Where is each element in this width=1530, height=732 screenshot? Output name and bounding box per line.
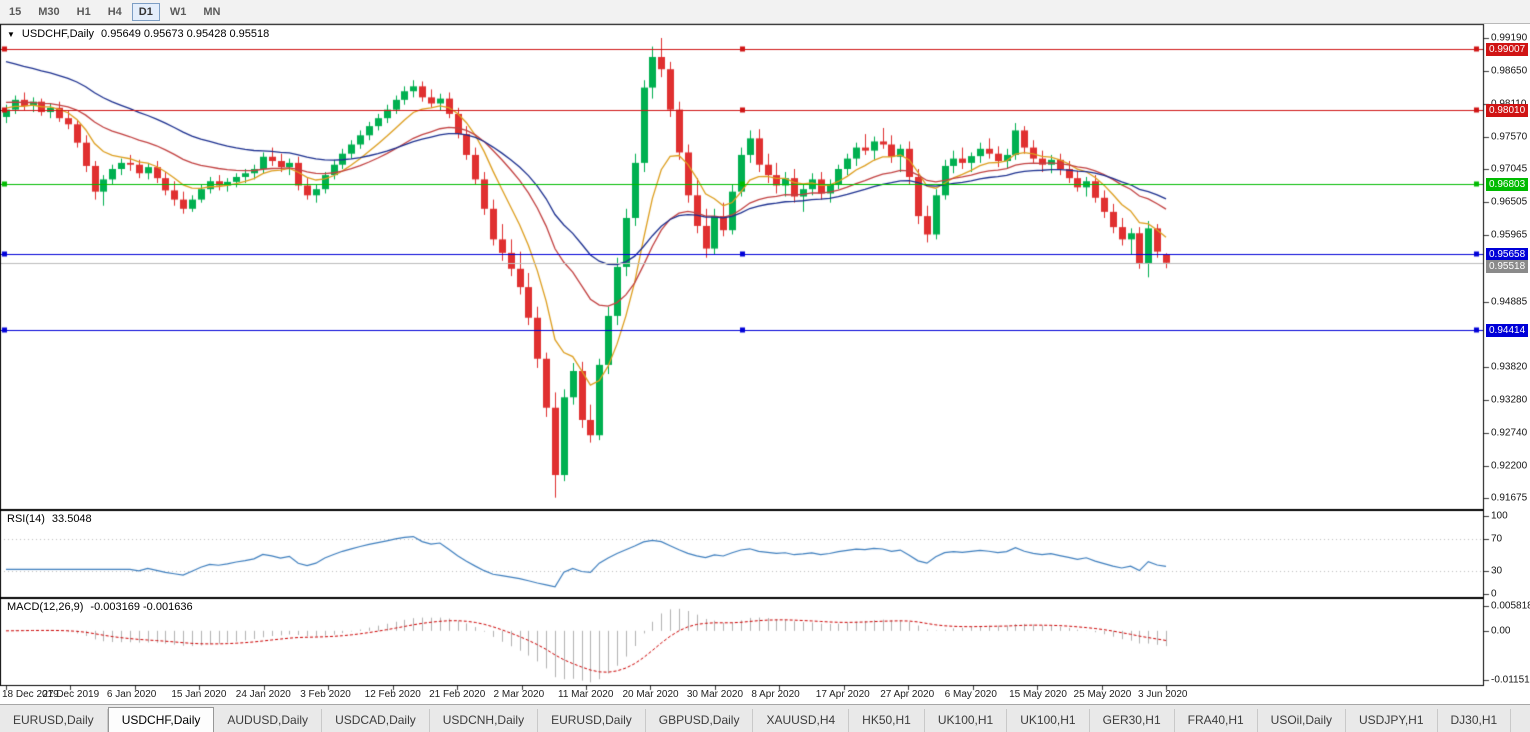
date-label: 2 Mar 2020 [493,689,545,700]
price-badge-0.98010: 0.98010 [1486,103,1529,117]
date-label: 27 Apr 2020 [880,689,935,700]
chart-tab-fra40-h1[interactable]: FRA40,H1 [1175,709,1258,732]
rsi-axis-label: 70 [1491,533,1503,545]
date-label: 3 Feb 2020 [300,689,351,700]
date-label: 24 Jan 2020 [235,689,291,700]
date-label: 12 Feb 2020 [364,689,421,700]
price-axis-label: 0.96505 [1491,196,1528,208]
date-label: 20 Mar 2020 [622,689,679,700]
macd-axis-label: 0.005818 [1491,600,1530,612]
timeframe-button-h1[interactable]: H1 [76,5,91,18]
chart-tab-hk50-h1[interactable]: HK50,H1 [849,709,925,732]
symbol-dropdown-triangle-icon[interactable]: ▼ [7,29,15,39]
chart-tab-gbpusd-daily[interactable]: GBPUSD,Daily [646,709,754,732]
chart-tab-audusd-daily[interactable]: AUDUSD,Daily [214,709,323,732]
timeframe-button-d1[interactable]: D1 [131,2,160,21]
date-label: 11 Mar 2020 [558,689,614,700]
rsi-axis-label: 30 [1491,565,1503,577]
chart-tab-eurusd-daily[interactable]: EURUSD,Daily [538,709,646,732]
chart-tab-eurusd-daily[interactable]: EURUSD,Daily [0,709,108,732]
price-axis-label: 0.97570 [1491,131,1528,143]
chart-tab-xauusd-h4[interactable]: XAUUSD,H4 [753,709,850,732]
date-label: 17 Apr 2020 [815,689,870,700]
price-axis-label: 0.92200 [1491,460,1528,472]
rsi-label: RSI(14) 33.5048 [7,513,92,525]
price-badge-0.99007: 0.99007 [1486,42,1529,56]
chart-tab-usdcad-daily[interactable]: USDCAD,Daily [322,709,430,732]
price-badge-0.95658: 0.95658 [1486,247,1529,261]
chart-tab-usoil-daily[interactable]: USOil,Daily [1258,709,1347,732]
rsi-value: 33.5048 [51,513,92,525]
date-label: 15 Jan 2020 [171,689,227,700]
chart-tab-uk100-h1[interactable]: UK100,H1 [925,709,1008,732]
timeframe-toolbar: 15 M30 H1 H4 D1 W1 MN [0,0,1530,24]
chart-tab-usdjpy-h1[interactable]: USDJPY,H1 [1346,709,1438,732]
date-label: 21 Feb 2020 [429,689,486,700]
chart-tab-usdcnh-daily[interactable]: USDCNH,Daily [430,709,539,732]
chart-tab-uk100-h1[interactable]: UK100,H1 [1007,709,1090,732]
date-label: 3 Jun 2020 [1138,689,1188,700]
timeframe-button-w1[interactable]: W1 [169,5,187,18]
price-axis-label: 0.93280 [1491,394,1528,406]
rsi-title: RSI(14) [7,513,45,525]
price-axis-label: 0.97045 [1491,163,1528,175]
price-axis-label: 0.99190 [1491,32,1528,44]
chart-tab-ger30-h1[interactable]: GER30,H1 [1090,709,1175,732]
timeframe-button-mn[interactable]: MN [203,5,221,18]
chart-title: ▼ USDCHF,Daily 0.95649 0.95673 0.95428 0… [7,28,269,40]
macd-axis-label: -0.01151 [1491,674,1530,686]
date-label: 6 Jan 2020 [106,689,157,700]
price-axis-label: 0.93820 [1491,361,1528,373]
macd-axis-label: 0.00 [1491,625,1511,637]
macd-label: MACD(12,26,9) -0.003169 -0.001636 [7,601,193,613]
timeframe-button-15[interactable]: 15 [9,5,22,18]
date-label: 30 Mar 2020 [686,689,744,700]
date-label: 15 May 2020 [1009,689,1067,700]
rsi-axis-label: 100 [1491,510,1508,522]
rsi-axis-label: 0 [1491,588,1497,600]
chart-tab-usdchf-daily[interactable]: USDCHF,Daily [107,707,215,732]
timeframe-button-h4[interactable]: H4 [107,5,122,18]
chart-symbol-label: USDCHF,Daily [21,28,95,40]
price-badge-0.96803: 0.96803 [1486,177,1529,191]
date-label: 8 Apr 2020 [751,689,800,700]
date-label: 6 May 2020 [944,689,997,700]
price-axis-label: 0.95965 [1491,229,1528,241]
chart-tab-bar: EURUSD,Daily USDCHF,Daily AUDUSD,Daily USDC… [0,704,1530,732]
date-label: 25 May 2020 [1073,689,1132,700]
price-axis-label: 0.92740 [1491,427,1528,439]
macd-values: -0.003169 -0.001636 [90,601,193,613]
timeframe-button-m30[interactable]: M30 [38,5,60,18]
price-axis-label: 0.91675 [1491,492,1528,504]
macd-title: MACD(12,26,9) [7,601,84,613]
date-label: 27 Dec 2019 [42,689,100,700]
price-badge-0.94414: 0.94414 [1486,323,1529,337]
price-axis-label: 0.98650 [1491,65,1528,77]
chart-tab-dj30-h1[interactable]: DJ30,H1 [1438,709,1512,732]
current-price-badge: 0.95518 [1486,260,1529,274]
price-axis-label: 0.94885 [1491,296,1528,307]
chart-ohlc-values: 0.95649 0.95673 0.95428 0.95518 [101,28,270,40]
date-label: 18 Dec 2019 [2,689,59,700]
